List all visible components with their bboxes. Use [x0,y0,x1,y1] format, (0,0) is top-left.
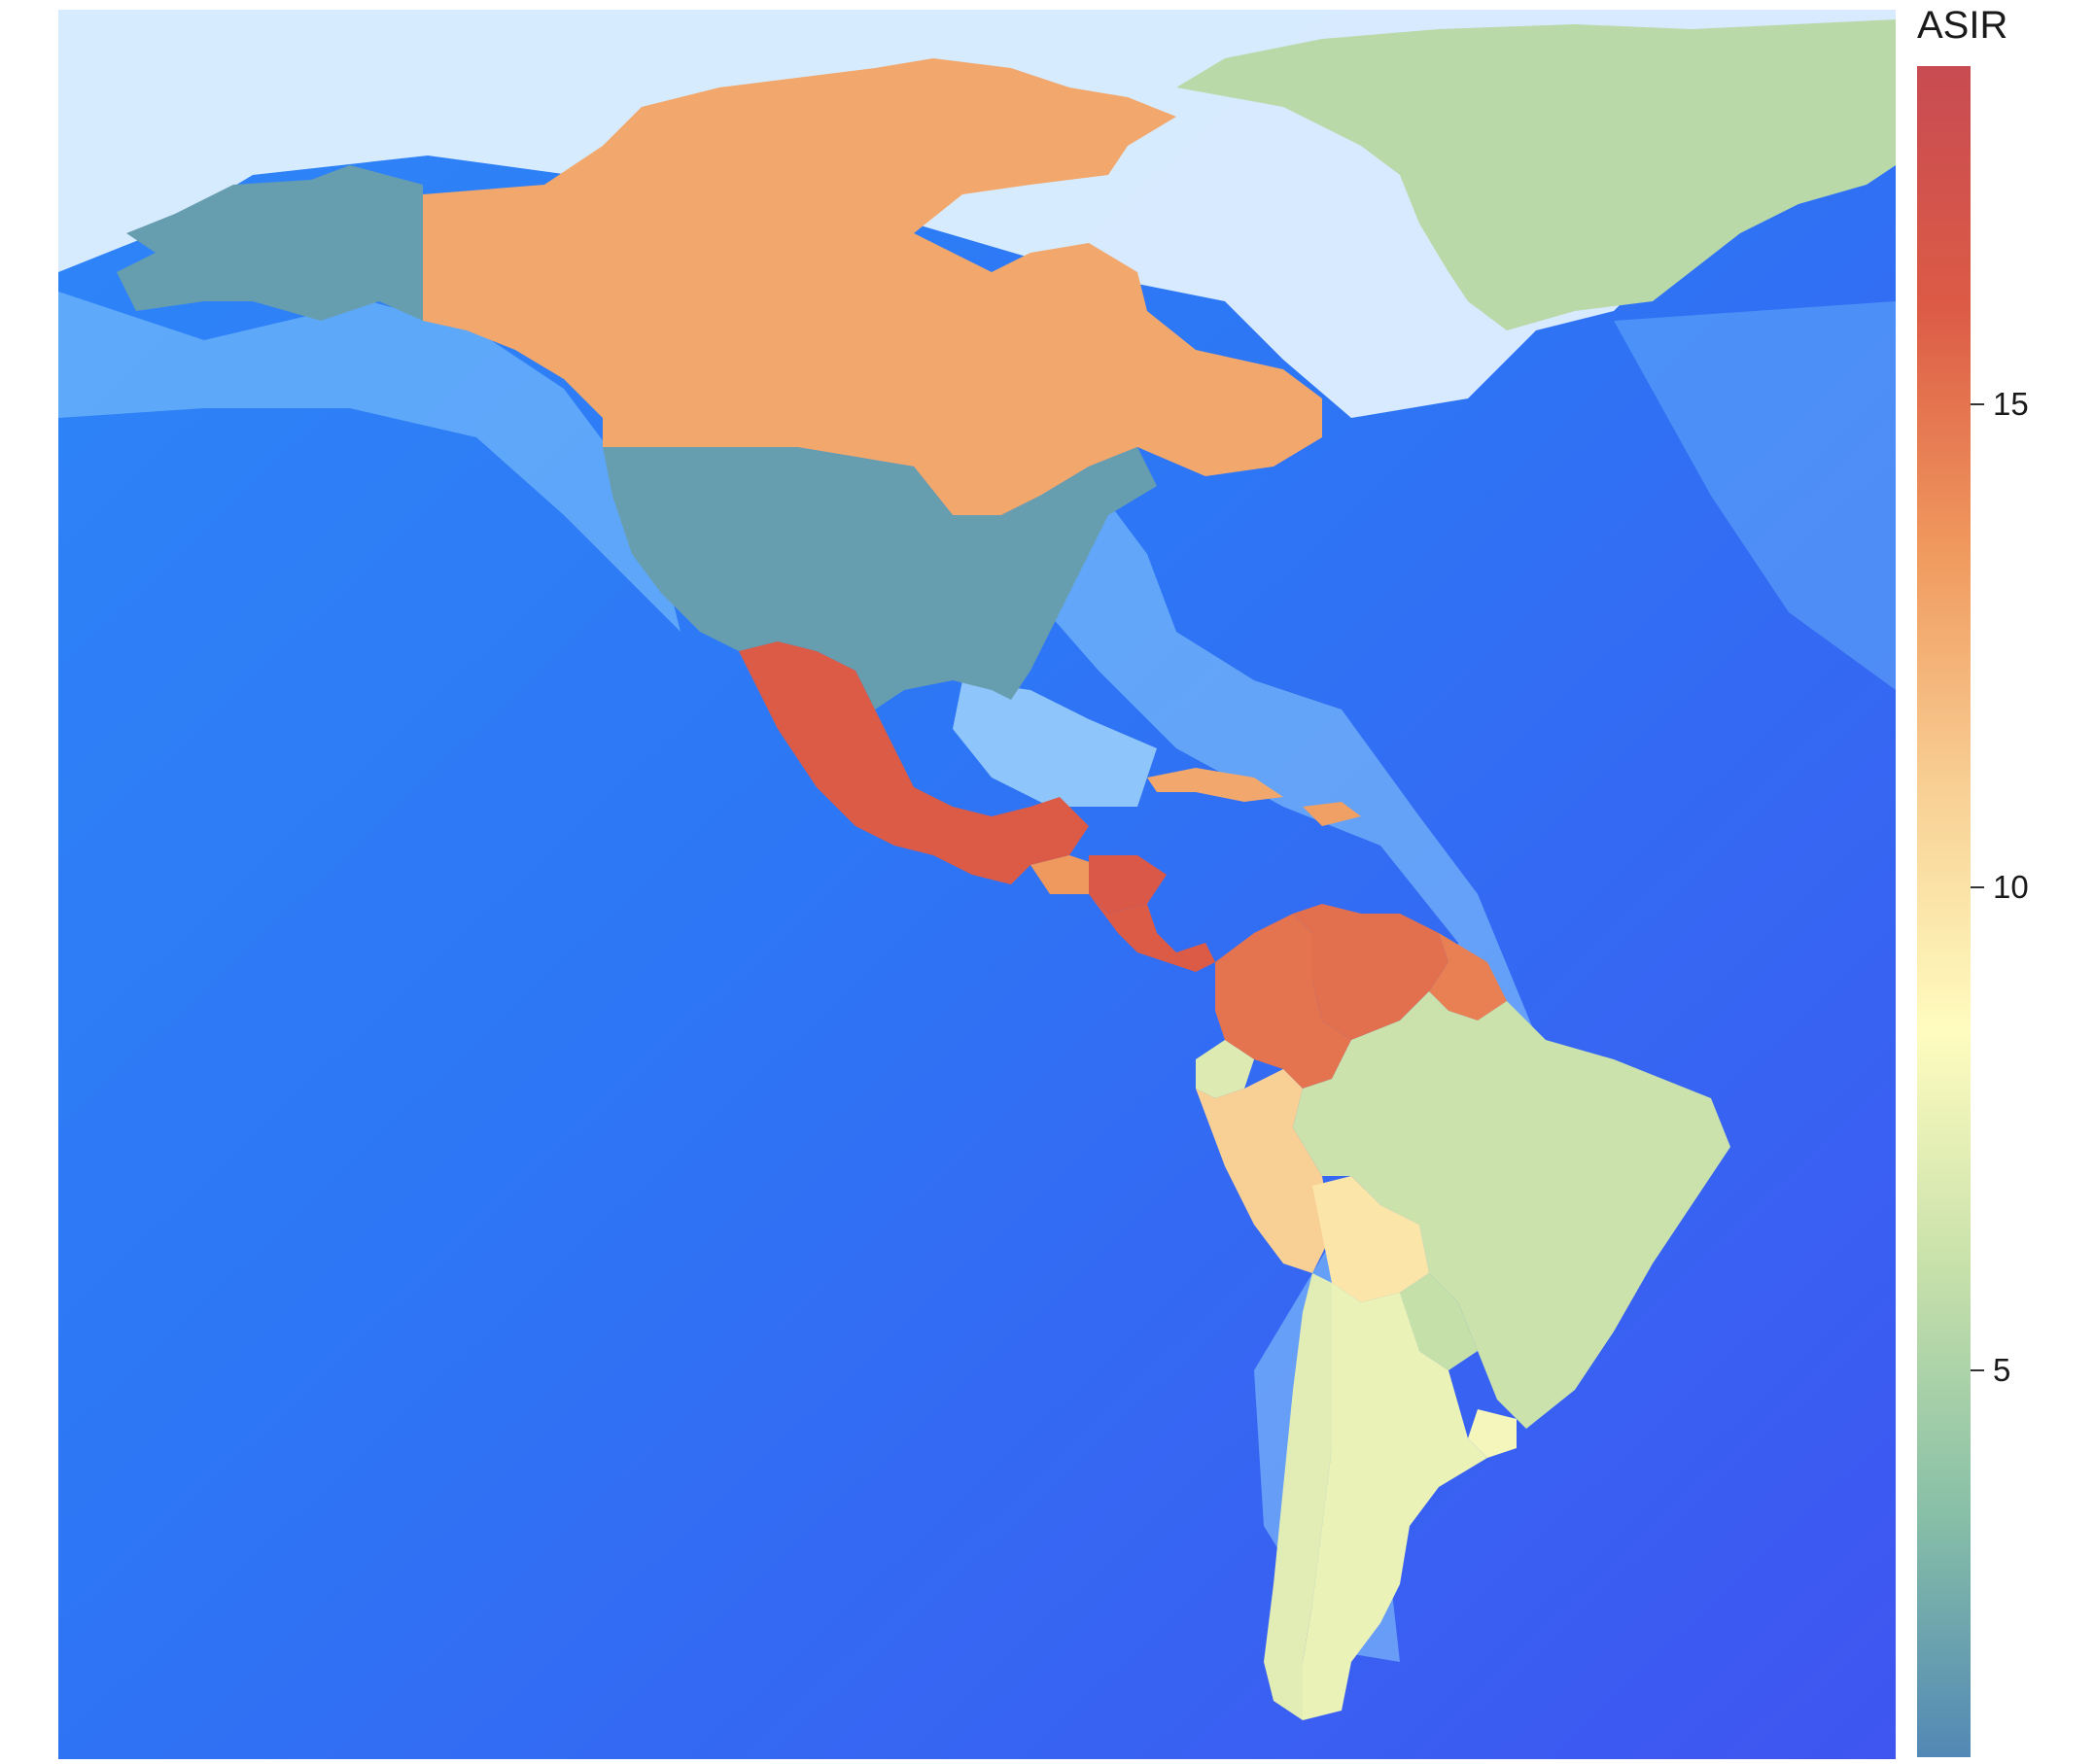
legend-tick-label: 15 [1993,386,2029,422]
region-brazil[interactable] [1293,991,1730,1429]
legend-tick-label: 10 [1993,869,2029,906]
region-venezuela[interactable] [1293,904,1448,1040]
region-ecuador[interactable] [1196,1040,1254,1098]
regions-layer [117,19,1896,1720]
region-peru[interactable] [1196,1069,1332,1273]
region-chile[interactable] [1264,1273,1332,1720]
region-canada[interactable] [423,58,1322,515]
shelf-atlantic-east [1614,301,1896,690]
legend-tick [1971,886,1984,889]
region-colombia[interactable] [1215,914,1351,1089]
legend-title: ASIR [1917,4,2008,47]
legend: ASIR 15 10 5 [1905,0,2094,1764]
region-central-america-south[interactable] [1089,894,1215,972]
region-paraguay[interactable] [1400,1273,1478,1370]
region-guatemala[interactable] [1030,855,1099,894]
legend-tick [1971,403,1984,405]
region-honduras[interactable] [1089,855,1167,914]
legend-tick-label: 5 [1993,1352,2011,1389]
region-mexico[interactable] [739,641,1089,884]
region-alaska[interactable] [117,165,423,321]
gulf-of-mexico-shelf [953,680,1157,807]
legend-tick [1971,1369,1984,1372]
legend-colorbar [1917,66,1971,1757]
shelf-north-pacific [58,292,681,632]
region-cuba[interactable] [1147,768,1283,802]
region-hispaniola[interactable] [1303,802,1361,826]
choropleth-map [58,10,1896,1759]
region-uruguay[interactable] [1468,1409,1517,1458]
region-usa[interactable] [603,447,1157,709]
region-greenland[interactable] [1176,19,1896,330]
region-argentina[interactable] [1303,1283,1487,1720]
region-bolivia[interactable] [1312,1176,1429,1302]
region-guianas[interactable] [1429,933,1507,1020]
map-panel [58,10,1896,1759]
